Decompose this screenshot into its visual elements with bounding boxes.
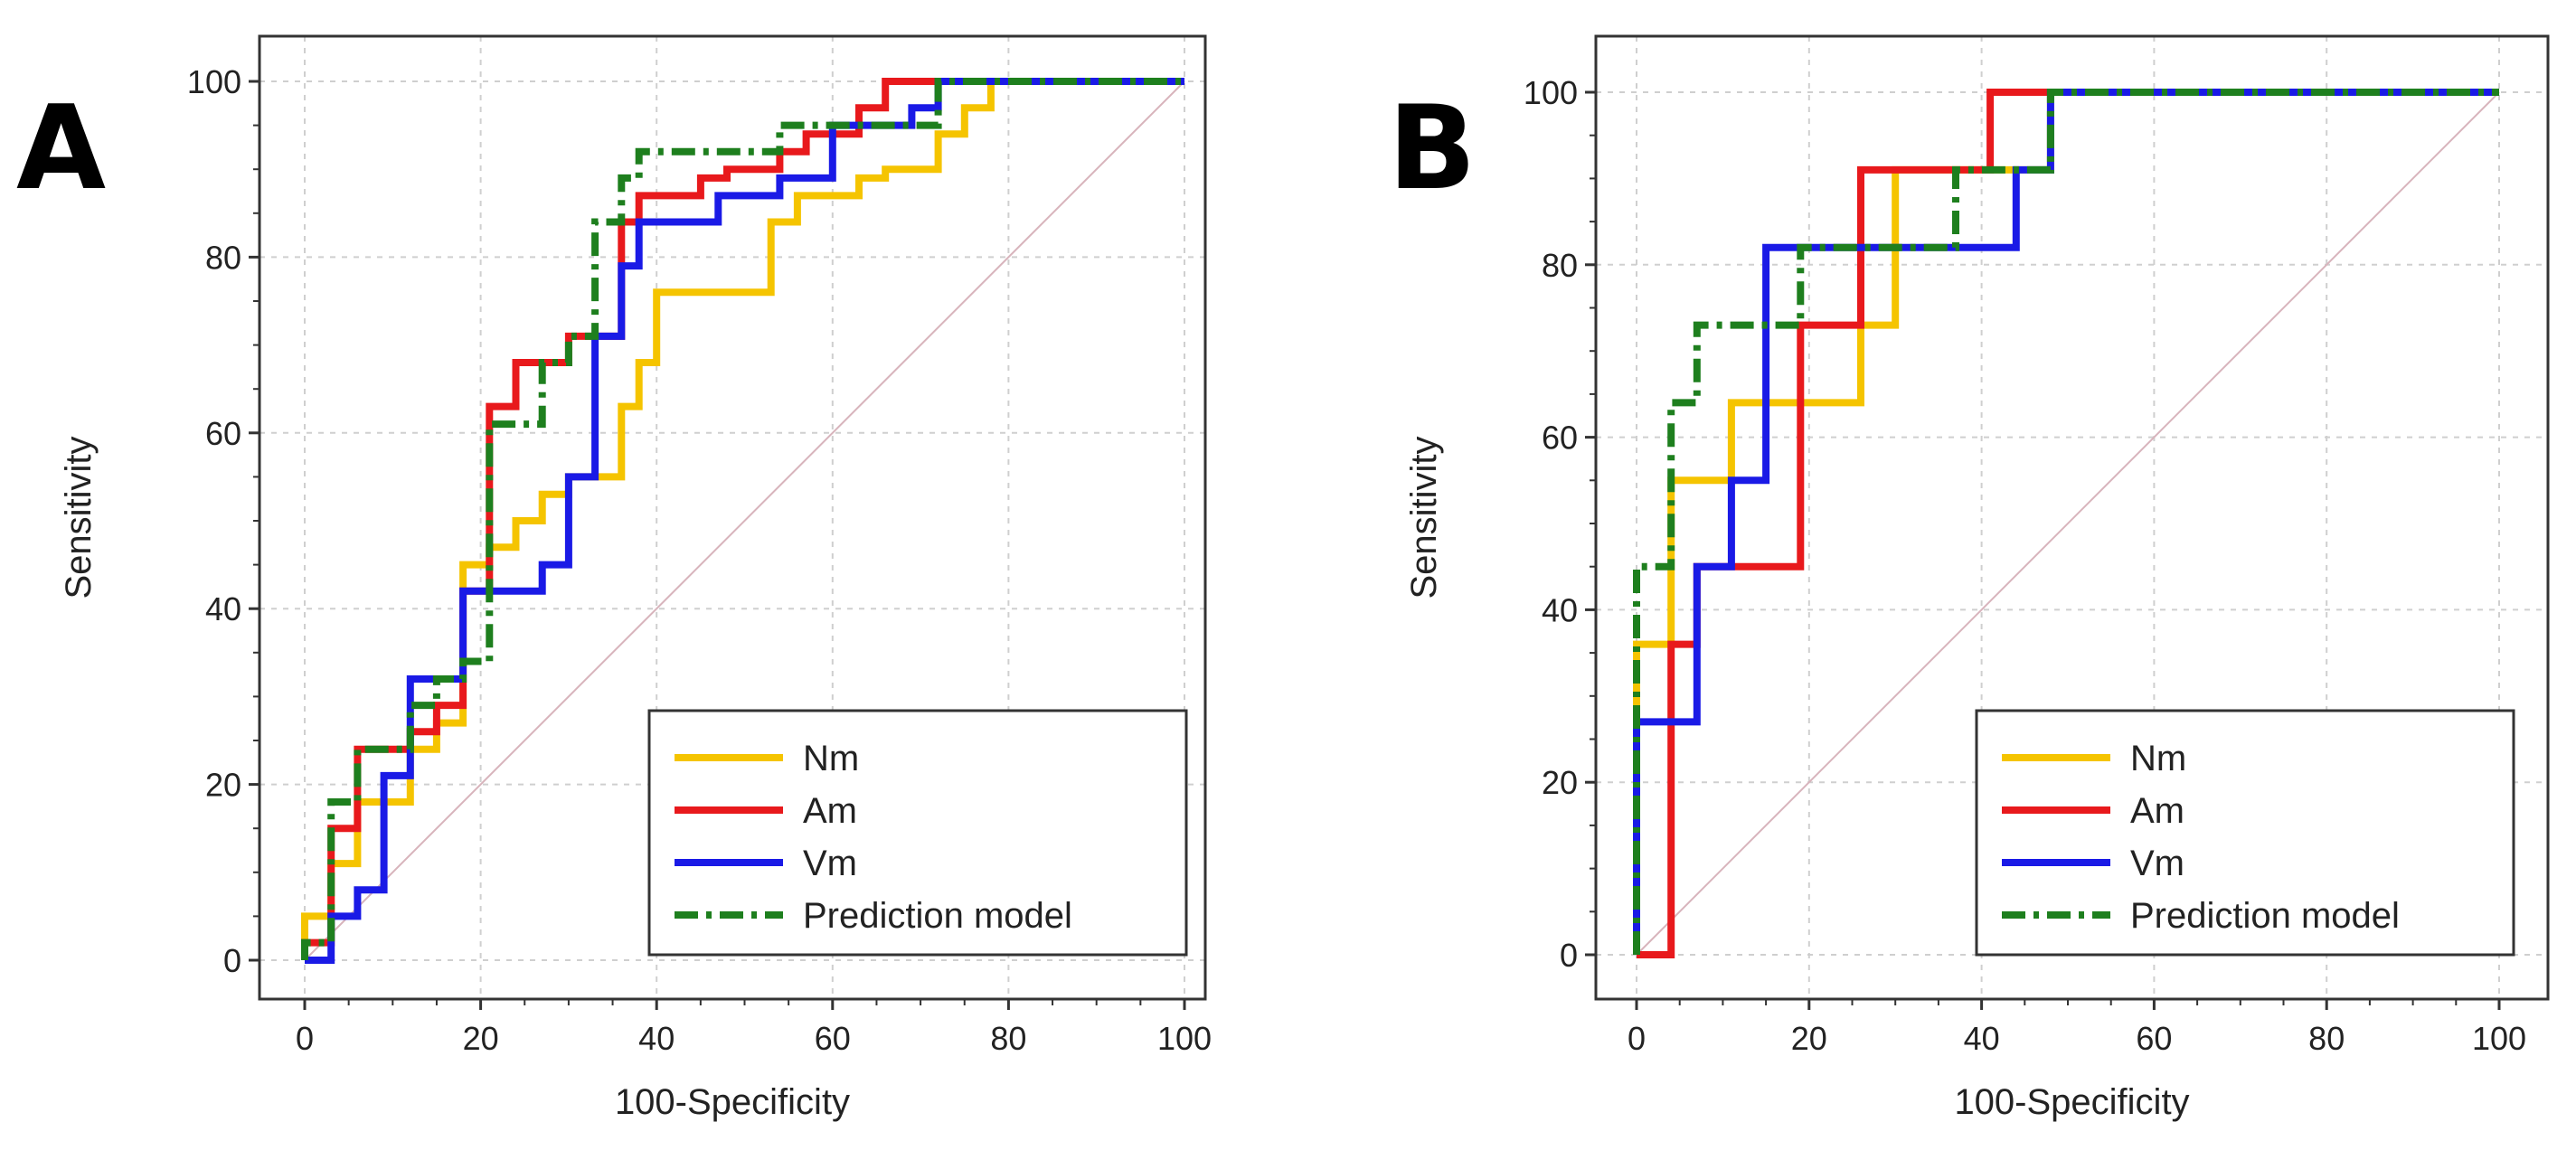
panel-b-x-tick-label-100: 100 bbox=[2472, 1020, 2526, 1057]
panel-a-y-tick-label-20: 20 bbox=[205, 767, 241, 804]
panel-b-letter: B bbox=[1388, 81, 1477, 216]
panel-a-plot-frame bbox=[258, 34, 1207, 1001]
panel-b-x-tick-label-60: 60 bbox=[2136, 1020, 2172, 1057]
panel-b-x-tick-label-40: 40 bbox=[1964, 1020, 2000, 1057]
panel-b-y-tick-label-100: 100 bbox=[1524, 74, 1578, 111]
panel-b-y-tick-label-80: 80 bbox=[1542, 247, 1578, 284]
panel-b-y-tick-label-60: 60 bbox=[1542, 420, 1578, 457]
panel-b-series-am bbox=[1637, 89, 2499, 958]
panel-b: B 0 20 40 60 80 100 0 20 40 60 80 100 100-Specifici… bbox=[1388, 34, 2550, 1122]
panel-a-x-tick-label-40: 40 bbox=[638, 1020, 675, 1057]
panel-a-x-tick-label-80: 80 bbox=[990, 1020, 1026, 1057]
panel-a-legend-label-prediction-model: Prediction model bbox=[803, 896, 1072, 936]
panel-b-axes: 0 20 40 60 80 100 0 20 40 60 80 100 bbox=[1524, 74, 2526, 1057]
panel-a-x-tick-label-100: 100 bbox=[1157, 1020, 1212, 1057]
panel-b-x-axis-title: 100-Specificity bbox=[1954, 1082, 2189, 1122]
panel-a-x-axis-title: 100-Specificity bbox=[615, 1082, 850, 1122]
panel-a-series-prediction-model bbox=[301, 78, 1184, 960]
panel-b-series-prediction-model bbox=[1633, 89, 2499, 955]
panel-a-y-tick-label-40: 40 bbox=[205, 590, 241, 627]
panel-b-y-tick-label-20: 20 bbox=[1542, 764, 1578, 801]
panel-b-reference-diagonal bbox=[1636, 91, 2500, 956]
panel-b-y-tick-label-40: 40 bbox=[1542, 591, 1578, 628]
panel-b-plot-frame bbox=[1594, 34, 2550, 1001]
panel-a: A 0 20 40 60 80 100 0 20 40 60 80 100 100-Specifici… bbox=[16, 34, 1212, 1122]
panel-b-legend-label-am: Am bbox=[2130, 791, 2184, 831]
panel-a-y-tick-label-80: 80 bbox=[205, 239, 241, 276]
panel-a-legend-label-vm: Vm bbox=[803, 844, 857, 883]
panel-a-series bbox=[301, 78, 1184, 964]
panel-a-x-tick-label-60: 60 bbox=[815, 1020, 851, 1057]
panel-a-x-tick-label-0: 0 bbox=[296, 1020, 314, 1057]
panel-b-legend-label-nm: Nm bbox=[2130, 739, 2186, 778]
panel-a-y-axis-title: Sensitivity bbox=[59, 436, 99, 599]
panel-a-reference-diagonal bbox=[304, 80, 1185, 961]
panel-a-letter: A bbox=[16, 81, 106, 216]
panel-b-legend-label-vm: Vm bbox=[2130, 844, 2184, 883]
panel-b-series bbox=[1633, 89, 2499, 958]
panel-b-legend-box bbox=[1975, 709, 2515, 957]
panel-a-axes: 0 20 40 60 80 100 0 20 40 60 80 100 bbox=[187, 63, 1212, 1057]
panel-b-legend-label-prediction-model: Prediction model bbox=[2130, 896, 2400, 936]
panel-a-y-tick-label-60: 60 bbox=[205, 415, 241, 452]
panel-a-x-tick-label-20: 20 bbox=[463, 1020, 499, 1057]
panel-a-legend: Nm Am Vm Prediction model bbox=[647, 709, 1188, 957]
panel-b-y-tick-label-0: 0 bbox=[1560, 937, 1578, 974]
panel-a-legend-label-am: Am bbox=[803, 791, 857, 831]
panel-b-x-tick-label-80: 80 bbox=[2308, 1020, 2345, 1057]
panel-b-y-axis-title: Sensitivity bbox=[1404, 436, 1444, 599]
panel-b-x-tick-label-0: 0 bbox=[1628, 1020, 1646, 1057]
panel-a-y-tick-label-100: 100 bbox=[187, 63, 241, 100]
panel-a-legend-label-nm: Nm bbox=[803, 739, 859, 778]
panel-a-y-tick-label-0: 0 bbox=[223, 942, 241, 979]
panel-b-x-tick-label-20: 20 bbox=[1791, 1020, 1827, 1057]
panel-b-legend: Nm Am Vm Prediction model bbox=[1975, 709, 2515, 957]
